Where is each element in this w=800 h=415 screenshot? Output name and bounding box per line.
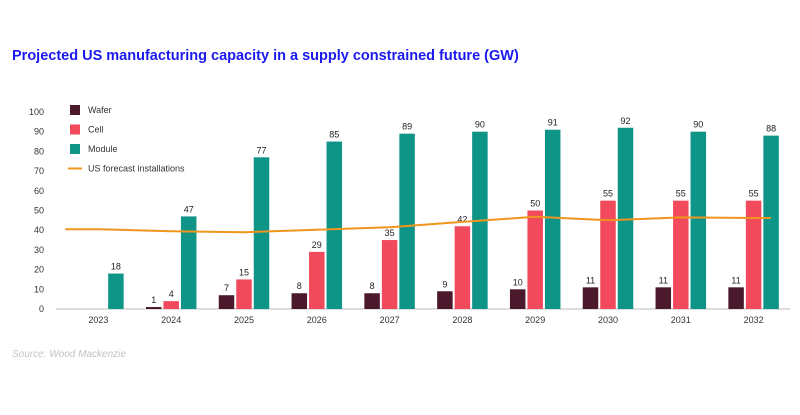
bar-module-2027 [399, 133, 415, 309]
legend-label: Module [88, 144, 118, 154]
bar-module-2030 [617, 127, 634, 309]
legend-label: Wafer [88, 105, 112, 115]
data-label: 1 [151, 295, 156, 305]
data-label: 11 [731, 275, 740, 285]
data-label: 42 [457, 214, 467, 224]
legend-swatch [70, 124, 80, 135]
data-label: 50 [530, 199, 540, 209]
x-tick-label: 2025 [234, 315, 254, 325]
data-label: 85 [329, 130, 339, 140]
x-tick-label: 2030 [598, 315, 618, 325]
bar-wafer-2029 [509, 289, 526, 309]
data-label: 90 [693, 120, 703, 130]
bar-module-2026 [326, 141, 343, 309]
data-label: 55 [603, 189, 613, 199]
bar-wafer-2028 [437, 291, 453, 309]
data-label: 10 [513, 277, 523, 287]
data-label: 89 [402, 122, 412, 132]
series-line-us-forecast-installations [65, 215, 771, 234]
bar-cell-2029 [527, 210, 543, 309]
y-tick-label: 30 [34, 245, 44, 255]
bar-wafer-2026 [291, 293, 308, 309]
bar-cell-2025 [236, 279, 252, 309]
y-tick-label: 100 [29, 107, 44, 117]
bar-cell-2027 [381, 240, 398, 309]
bar-cell-2032 [745, 200, 762, 309]
bar-module-2024 [180, 216, 197, 309]
bar-module-2023 [108, 273, 124, 309]
x-tick-label: 2027 [380, 315, 400, 325]
data-label: 92 [620, 116, 630, 126]
y-tick-label: 70 [34, 166, 44, 176]
data-label: 4 [169, 289, 174, 299]
data-label: 8 [370, 281, 375, 291]
x-tick-label: 2024 [161, 315, 181, 325]
x-tick-label: 2031 [671, 315, 691, 325]
y-tick-label: 40 [34, 225, 44, 235]
x-tick-label: 2023 [88, 315, 108, 325]
x-tick-label: 2028 [452, 315, 472, 325]
y-tick-label: 10 [34, 284, 44, 294]
data-label: 88 [766, 124, 776, 134]
bar-wafer-2025 [218, 295, 235, 309]
data-label: 15 [239, 267, 249, 277]
bar-module-2025 [253, 157, 270, 309]
data-label: 55 [676, 189, 686, 199]
y-tick-label: 80 [34, 146, 44, 156]
data-label: 9 [442, 279, 447, 289]
bar-module-2031 [690, 131, 707, 309]
legend-label: Cell [88, 125, 104, 135]
bar-cell-2030 [600, 200, 616, 309]
bar-cell-2028 [454, 226, 471, 309]
bar-cell-2026 [309, 251, 325, 309]
y-tick-label: 20 [34, 265, 44, 275]
bar-cell-2031 [673, 200, 689, 309]
x-tick-label: 2032 [744, 315, 764, 325]
data-label: 35 [385, 228, 395, 238]
x-tick-label: 2026 [307, 315, 327, 325]
legend-label: US forecast installations [88, 164, 185, 174]
bar-cell-2024 [163, 301, 179, 309]
source-note: Source: Wood Mackenzie [12, 349, 126, 360]
legend-swatch [70, 105, 80, 115]
data-label: 91 [548, 118, 558, 128]
bar-wafer-2031 [655, 287, 672, 309]
data-label: 47 [184, 204, 194, 214]
data-label: 90 [475, 120, 485, 130]
bar-wafer-2027 [364, 293, 380, 309]
data-label: 8 [297, 281, 302, 291]
y-tick-label: 60 [34, 186, 44, 196]
data-label: 7 [224, 283, 229, 293]
y-tick-label: 0 [39, 304, 44, 314]
bar-module-2032 [763, 135, 779, 309]
bar-wafer-2032 [728, 287, 744, 309]
legend-swatch [70, 144, 80, 154]
data-label: 18 [111, 262, 121, 272]
data-label: 11 [586, 275, 595, 285]
bar-wafer-2030 [582, 287, 599, 309]
bar-wafer-2024 [145, 307, 162, 309]
data-label: 77 [256, 145, 266, 155]
data-label: 11 [659, 275, 668, 285]
y-tick-label: 90 [34, 127, 44, 137]
y-tick-label: 50 [34, 206, 44, 216]
data-label: 29 [312, 240, 322, 250]
bar-module-2029 [544, 129, 561, 309]
data-label: 55 [749, 189, 759, 199]
x-tick-label: 2029 [525, 315, 545, 325]
chart-title: Projected US manufacturing capacity in a… [12, 48, 519, 64]
